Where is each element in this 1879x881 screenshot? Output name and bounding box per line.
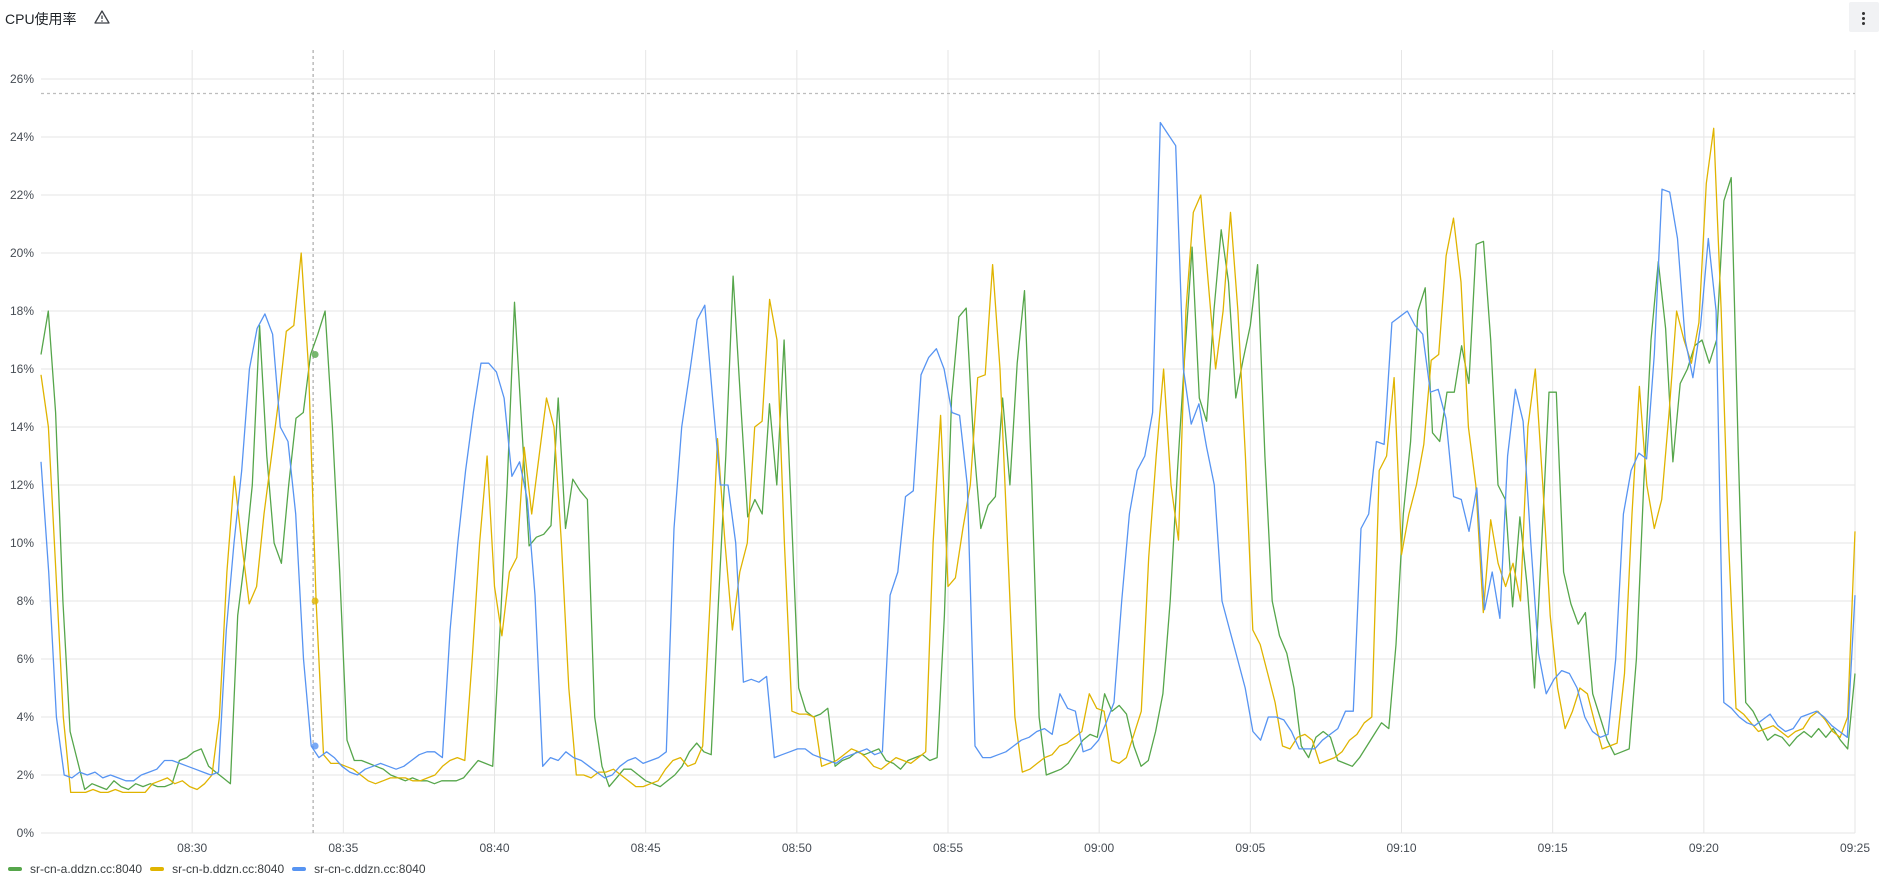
legend-label: sr-cn-b.ddzn.cc:8040	[172, 862, 285, 876]
y-tick-label: 10%	[10, 536, 34, 550]
panel-menu-button[interactable]	[1849, 2, 1879, 32]
x-tick-label: 08:45	[631, 841, 661, 855]
series-line-3	[40, 121, 1856, 782]
x-tick-label: 09:10	[1386, 841, 1416, 855]
hover-point-2	[311, 597, 319, 605]
y-tick-label: 26%	[10, 72, 34, 86]
series-line-2	[40, 127, 1856, 794]
x-tick-label: 09:15	[1538, 841, 1568, 855]
x-tick-label: 09:25	[1840, 841, 1870, 855]
y-tick-label: 2%	[17, 768, 35, 782]
legend-swatch	[292, 867, 307, 871]
hover-point-1	[311, 351, 319, 358]
hover-point-3	[311, 742, 319, 750]
y-tick-label: 20%	[10, 246, 34, 260]
x-tick-label: 08:50	[782, 841, 812, 855]
cpu-usage-line-chart[interactable]: 0% 2% 4% 6% 8% 10% 12% 14% 16% 18% 20% 22% 24% 26% 08:…	[0, 0, 1879, 860]
legend-label: sr-cn-c.ddzn.cc:8040	[314, 862, 426, 876]
legend-item-1[interactable]: sr-cn-a.ddzn.cc:8040	[8, 862, 142, 876]
y-tick-label: 4%	[17, 710, 35, 724]
x-tick-label: 08:35	[328, 841, 358, 855]
legend-swatch	[8, 867, 22, 871]
y-tick-label: 6%	[17, 652, 35, 666]
x-tick-label: 09:00	[1084, 841, 1114, 855]
y-tick-label: 12%	[10, 478, 34, 492]
legend-item-2[interactable]: sr-cn-b.ddzn.cc:8040	[150, 862, 284, 876]
warning-triangle-icon[interactable]	[94, 9, 110, 25]
y-tick-label: 16%	[10, 362, 34, 376]
kebab-menu-icon	[1862, 12, 1865, 15]
y-tick-label: 18%	[10, 304, 34, 318]
legend-swatch	[150, 867, 165, 871]
panel-header: CPU使用率	[0, 0, 1879, 34]
chart-legend: sr-cn-a.ddzn.cc:8040 sr-cn-b.ddzn.cc:8040…	[8, 860, 434, 876]
legend-label: sr-cn-a.ddzn.cc:8040	[30, 862, 143, 876]
y-tick-label: 22%	[10, 188, 34, 202]
y-tick-label: 24%	[10, 130, 34, 144]
x-tick-label: 08:55	[933, 841, 963, 855]
x-tick-label: 09:20	[1689, 841, 1719, 855]
y-tick-label: 8%	[17, 594, 35, 608]
x-tick-label: 09:05	[1235, 841, 1265, 855]
y-tick-label: 14%	[10, 420, 34, 434]
x-tick-label: 08:40	[479, 841, 509, 855]
x-tick-label: 08:30	[177, 841, 207, 855]
series-line-1	[40, 176, 1856, 791]
legend-item-3[interactable]: sr-cn-c.ddzn.cc:8040	[292, 862, 426, 876]
panel-title: CPU使用率	[5, 11, 77, 27]
y-tick-label: 0%	[17, 826, 35, 840]
